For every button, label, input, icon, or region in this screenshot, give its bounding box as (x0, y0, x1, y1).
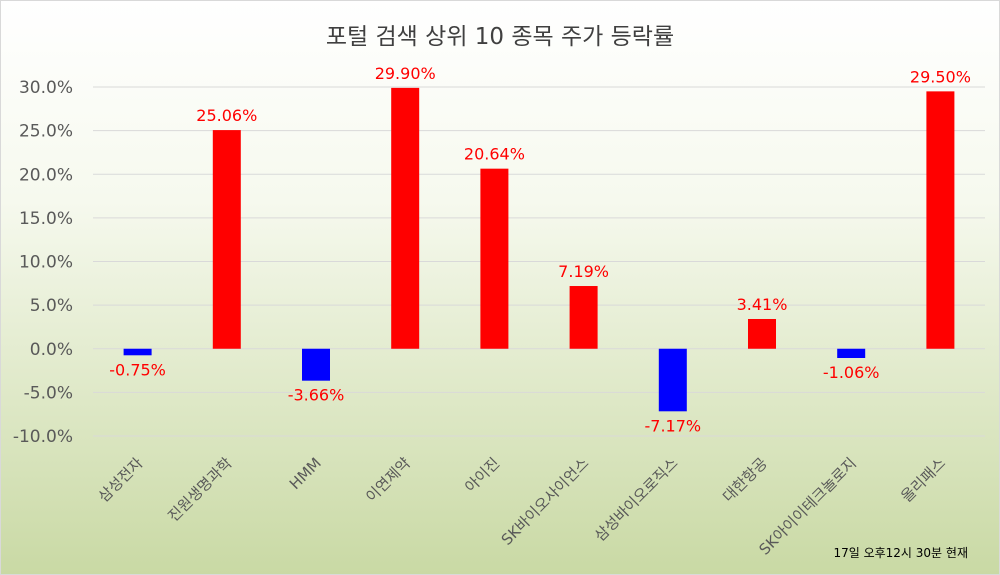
data-label: 20.64% (464, 145, 525, 164)
bar (123, 348, 152, 356)
data-label: 29.90% (375, 64, 436, 83)
data-label: -7.17% (644, 416, 701, 435)
bars (123, 87, 955, 412)
y-tick-label: -10.0% (13, 427, 73, 447)
bar (212, 130, 241, 349)
y-tick-label: 10.0% (19, 253, 73, 273)
bar (569, 286, 598, 349)
y-axis-tick-labels: 30.0% 25.0% 20.0% 15.0% 10.0% 5.0% 0.0% -5.0% -1… (13, 78, 73, 447)
y-tick-label: 5.0% (30, 296, 73, 316)
y-tick-label: 15.0% (19, 209, 73, 229)
data-label: -3.66% (288, 386, 345, 405)
y-tick-label: 25.0% (19, 122, 73, 142)
bar (391, 87, 420, 349)
data-label: -1.06% (823, 363, 880, 382)
bar (926, 91, 955, 349)
bar (658, 348, 687, 412)
data-label: 7.19% (558, 262, 609, 281)
y-tick-label: -5.0% (24, 383, 73, 403)
data-label: -0.75% (109, 360, 166, 379)
data-label: 25.06% (196, 106, 257, 125)
footnote: 17일 오후12시 30분 현재 (833, 546, 968, 560)
bar (480, 168, 509, 349)
chart-title: 포털 검색 상위 10 종목 주가 등락률 (326, 24, 674, 50)
bar (748, 318, 776, 349)
data-labels: -0.75% 25.06% -3.66% 29.90% 20.64% 7.19% -7.17… (109, 64, 971, 435)
y-tick-label: 20.0% (19, 165, 73, 185)
bar (302, 348, 330, 381)
gridlines (93, 86, 985, 437)
bar (837, 348, 866, 358)
y-tick-label: 30.0% (19, 78, 73, 98)
data-label: 3.41% (737, 295, 788, 314)
y-tick-label: 0.0% (30, 340, 73, 360)
data-label: 29.50% (910, 67, 971, 86)
